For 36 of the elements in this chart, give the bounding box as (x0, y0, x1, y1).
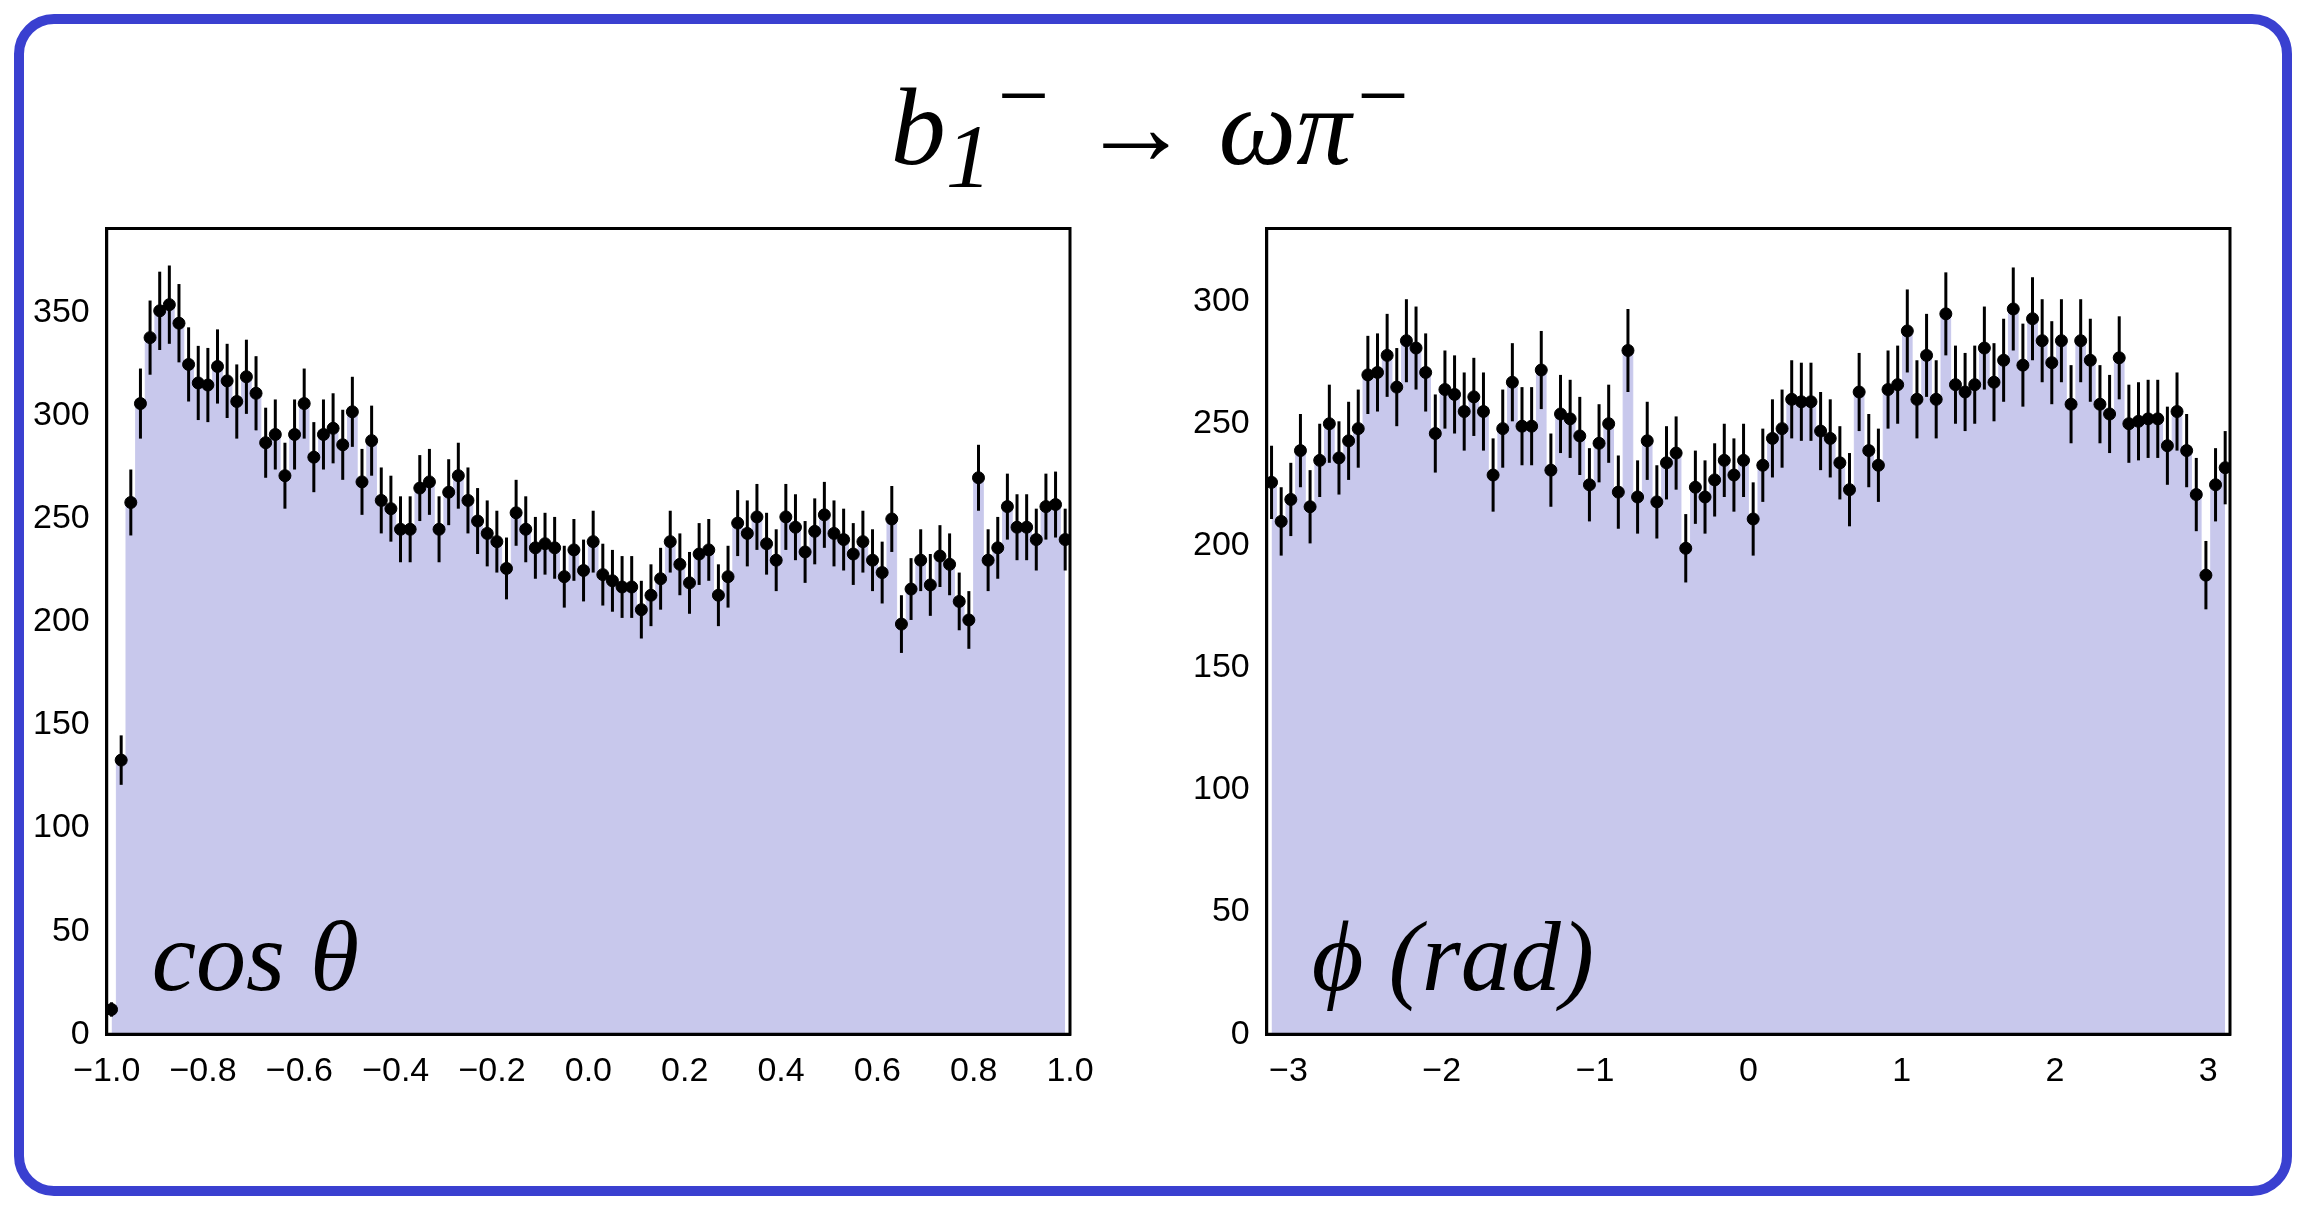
x-axis-title: cos θ (151, 901, 360, 1013)
y-tick-label: 250 (32, 497, 90, 536)
x-tick-label: −2 (1422, 1049, 1462, 1088)
y-tick-label: 50 (51, 909, 90, 948)
x-tick-label: 0.8 (950, 1049, 998, 1088)
x-tick-label: 0.4 (757, 1049, 805, 1088)
y-tick-label: 100 (1192, 768, 1250, 807)
x-tick-label: 1 (1892, 1049, 1912, 1088)
y-tick-label: 100 (32, 806, 90, 845)
y-tick-label: 200 (32, 600, 90, 639)
x-tick-label: 0.2 (661, 1049, 709, 1088)
x-tick-label: −0.2 (458, 1049, 526, 1088)
x-tick-label: −0.8 (169, 1049, 237, 1088)
y-tick-label: 50 (1211, 890, 1250, 929)
x-tick-label: 0.6 (853, 1049, 901, 1088)
y-tick-label: 150 (32, 703, 90, 742)
x-tick-label: 0 (1738, 1049, 1758, 1088)
x-tick-label: 2 (2045, 1049, 2065, 1088)
y-tick-label: 0 (1230, 1012, 1250, 1051)
x-tick-label: 1.0 (1046, 1049, 1094, 1088)
x-tick-label: −1.0 (73, 1049, 141, 1088)
y-tick-label: 300 (32, 394, 90, 433)
x-tick-label: −3 (1269, 1049, 1308, 1088)
y-tick-label: 0 (70, 1012, 90, 1051)
x-tick-label: −0.6 (265, 1049, 333, 1088)
x-tick-label: −1 (1575, 1049, 1615, 1088)
y-tick-label: 350 (32, 291, 90, 330)
x-tick-label: −0.4 (362, 1049, 430, 1088)
y-tick-label: 250 (1192, 402, 1250, 441)
x-tick-label: 3 (2198, 1049, 2218, 1088)
x-tick-label: 0.0 (564, 1049, 612, 1088)
y-tick-label: 300 (1192, 280, 1250, 319)
x-axis-title: ϕ (rad) (1311, 901, 1595, 1013)
y-tick-label: 150 (1192, 646, 1250, 685)
y-tick-label: 200 (1192, 524, 1250, 563)
chart-title: b$_{1}$$^{−}$ → ωπ$^{−}$ (889, 43, 1415, 209)
